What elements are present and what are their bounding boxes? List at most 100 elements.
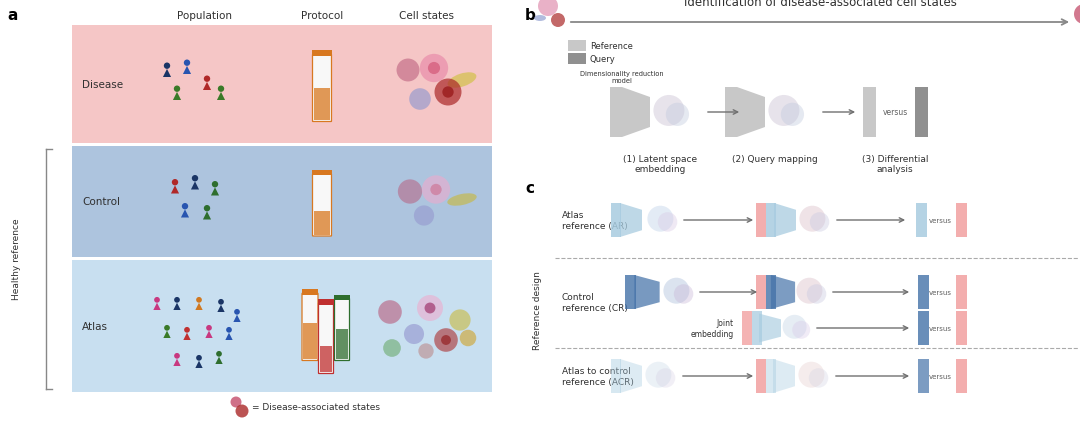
Circle shape: [674, 285, 693, 304]
Circle shape: [460, 330, 476, 347]
Text: versus: versus: [929, 289, 951, 295]
Polygon shape: [171, 186, 179, 194]
Text: c: c: [525, 181, 534, 196]
Circle shape: [653, 96, 685, 127]
Circle shape: [184, 60, 190, 67]
Circle shape: [226, 327, 232, 333]
Circle shape: [768, 96, 799, 127]
Polygon shape: [211, 188, 219, 196]
Text: Query: Query: [590, 55, 616, 64]
Circle shape: [434, 79, 461, 106]
Circle shape: [212, 181, 218, 188]
Bar: [625, 275, 636, 309]
Text: = Disease-associated states: = Disease-associated states: [252, 402, 380, 412]
Bar: [72, 26, 492, 144]
Circle shape: [216, 351, 221, 357]
Polygon shape: [774, 203, 796, 237]
Circle shape: [378, 301, 402, 324]
Bar: [72, 147, 492, 258]
Bar: [766, 275, 777, 309]
Text: Control
reference (CR): Control reference (CR): [562, 293, 627, 312]
FancyBboxPatch shape: [312, 55, 332, 122]
Circle shape: [218, 299, 224, 305]
Circle shape: [428, 63, 440, 75]
Polygon shape: [771, 275, 795, 309]
Circle shape: [443, 87, 454, 98]
Text: Reference design: Reference design: [534, 271, 542, 350]
Circle shape: [551, 14, 565, 28]
Circle shape: [449, 310, 471, 331]
Circle shape: [230, 396, 242, 408]
Circle shape: [665, 104, 689, 127]
Bar: [312, 51, 332, 57]
Polygon shape: [174, 359, 180, 366]
Polygon shape: [233, 315, 241, 322]
Bar: [915, 88, 928, 138]
Text: Disease: Disease: [82, 80, 123, 90]
Circle shape: [810, 213, 829, 232]
Circle shape: [414, 206, 434, 226]
Text: (3) Differential
analysis: (3) Differential analysis: [862, 155, 928, 174]
Bar: [312, 171, 332, 176]
Circle shape: [172, 180, 178, 186]
Bar: [568, 54, 586, 65]
Text: Atlas: Atlas: [82, 321, 108, 331]
Circle shape: [809, 369, 828, 388]
Circle shape: [197, 297, 202, 303]
Circle shape: [164, 325, 170, 331]
Text: Control: Control: [82, 197, 120, 207]
Bar: [334, 295, 350, 300]
Text: a: a: [6, 8, 17, 23]
Polygon shape: [163, 70, 171, 78]
FancyBboxPatch shape: [319, 303, 334, 374]
Bar: [916, 203, 927, 237]
Text: (1) Latent space
embedding: (1) Latent space embedding: [623, 155, 697, 174]
Circle shape: [420, 55, 448, 83]
Circle shape: [206, 325, 212, 331]
Circle shape: [404, 324, 424, 344]
Circle shape: [663, 278, 689, 304]
Text: versus: versus: [929, 373, 951, 379]
Polygon shape: [181, 210, 189, 218]
Polygon shape: [634, 275, 660, 309]
Polygon shape: [163, 331, 171, 338]
Bar: [314, 89, 330, 121]
Circle shape: [154, 297, 160, 303]
Bar: [725, 88, 737, 138]
Text: versus: versus: [929, 325, 951, 331]
Polygon shape: [773, 359, 795, 393]
Bar: [863, 88, 876, 138]
Circle shape: [181, 203, 188, 210]
Text: Protocol: Protocol: [301, 11, 343, 21]
Circle shape: [796, 278, 822, 304]
Text: b: b: [525, 8, 536, 23]
Circle shape: [422, 176, 450, 204]
Circle shape: [174, 297, 180, 303]
Text: Atlas to control
reference (ACR): Atlas to control reference (ACR): [562, 366, 634, 386]
Circle shape: [799, 206, 825, 232]
Polygon shape: [195, 361, 203, 368]
Polygon shape: [191, 182, 199, 190]
Bar: [756, 359, 766, 393]
Circle shape: [204, 206, 211, 212]
Polygon shape: [620, 203, 642, 237]
Bar: [766, 359, 777, 393]
Text: Healthy reference: Healthy reference: [13, 218, 22, 300]
Bar: [956, 275, 967, 309]
Circle shape: [234, 309, 240, 315]
Polygon shape: [226, 333, 232, 340]
Polygon shape: [195, 303, 203, 310]
Circle shape: [538, 0, 558, 17]
Polygon shape: [622, 88, 650, 138]
Circle shape: [647, 206, 674, 232]
Polygon shape: [759, 314, 781, 343]
Bar: [301, 290, 319, 295]
FancyBboxPatch shape: [335, 298, 350, 361]
Circle shape: [397, 180, 422, 204]
Circle shape: [164, 63, 171, 70]
Bar: [610, 88, 622, 138]
Bar: [611, 359, 621, 393]
Circle shape: [658, 213, 677, 232]
Polygon shape: [203, 212, 211, 220]
Circle shape: [430, 184, 442, 196]
